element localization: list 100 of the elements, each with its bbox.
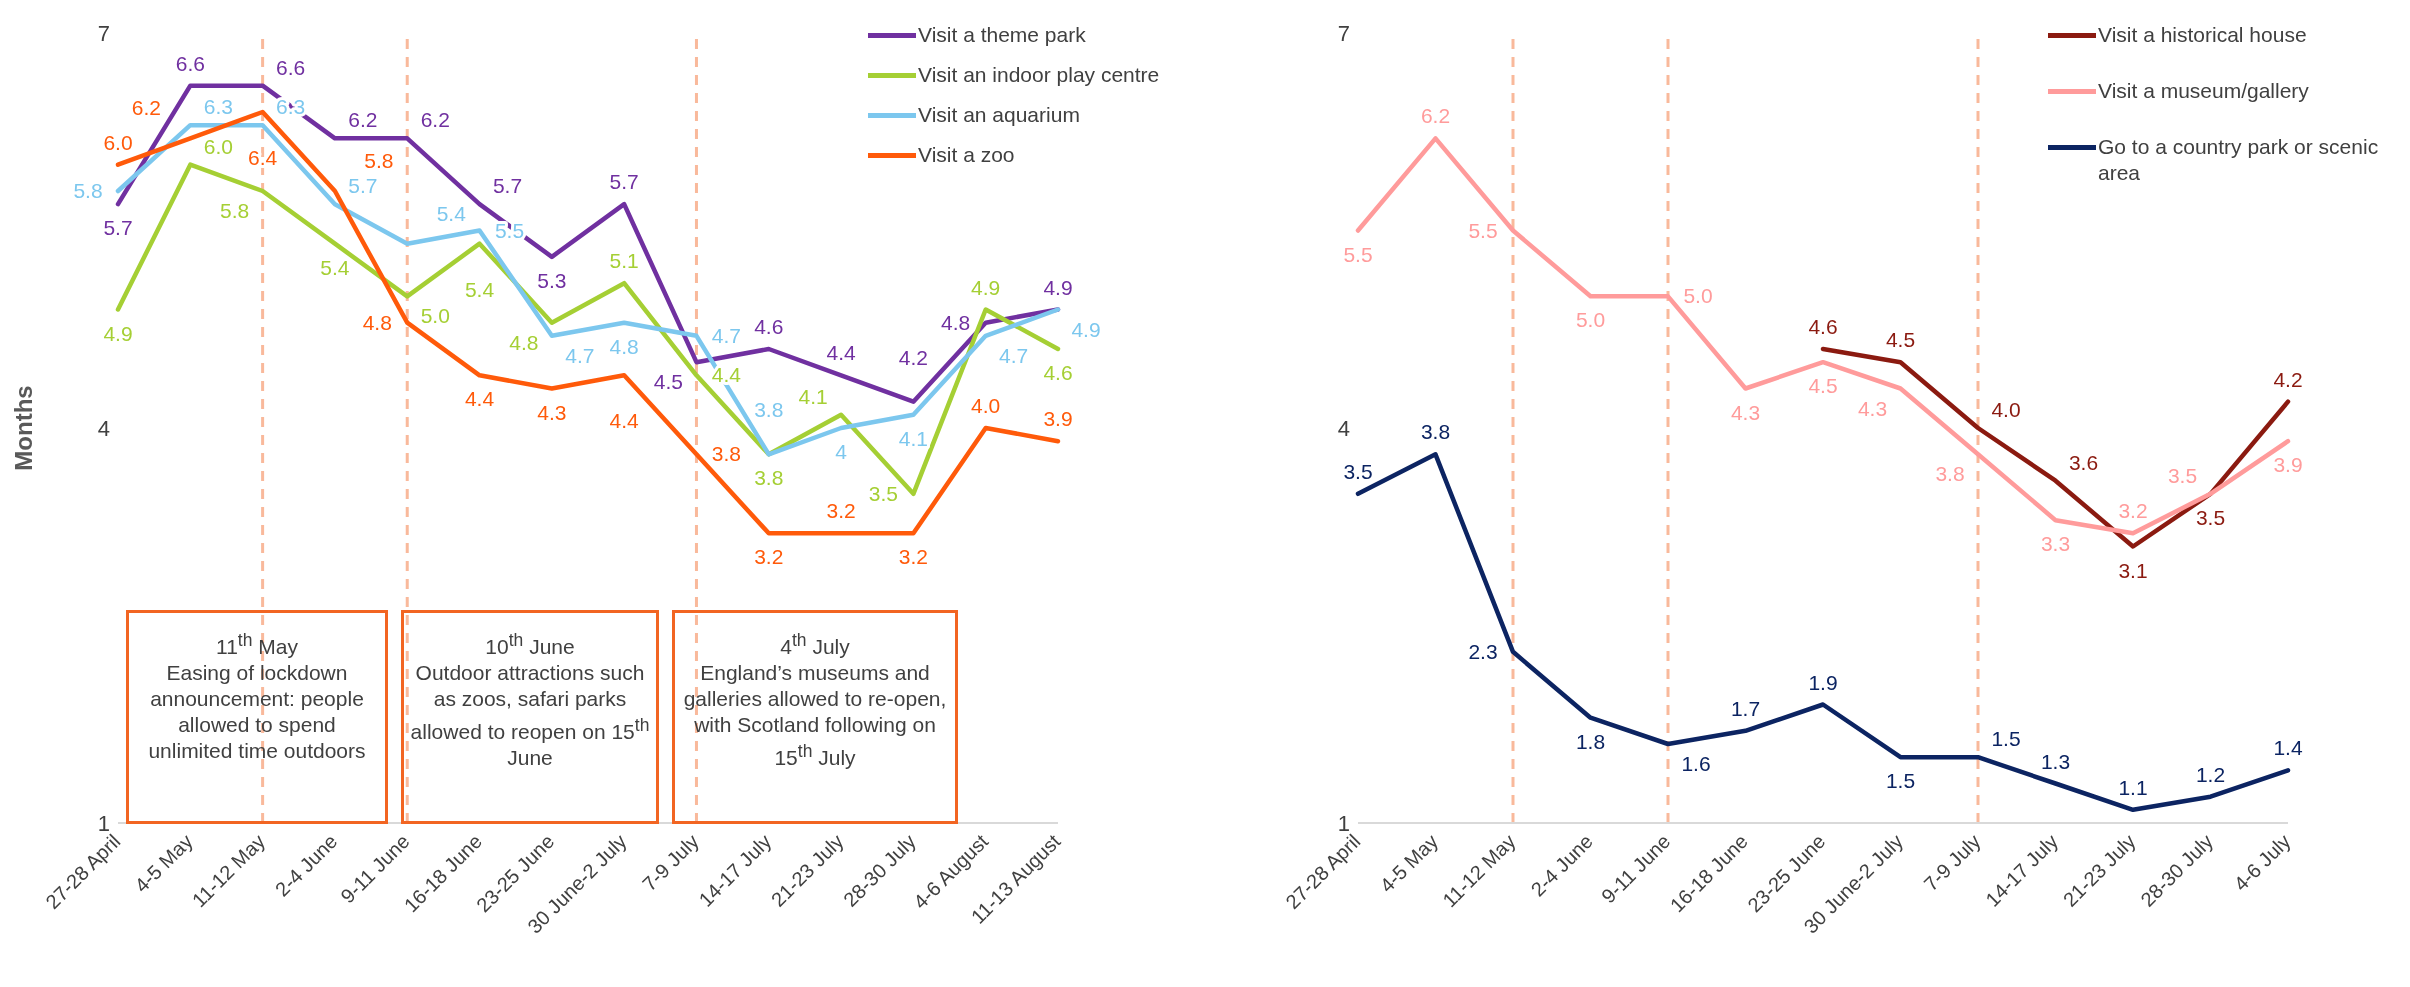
data-label: 6.0 — [203, 134, 233, 158]
data-label: 4.7 — [711, 323, 742, 347]
data-label: 4.9 — [1043, 275, 1073, 299]
data-label: 5.8 — [73, 179, 103, 202]
data-label: 3.8 — [1420, 420, 1451, 444]
note-box: 11$^{th}$ May Easing of lockdown announcement: people allowed to spend unlimited time outdoors — [126, 610, 388, 824]
data-label: 5.3 — [537, 268, 567, 292]
data-label: 4.9 — [971, 275, 1001, 299]
data-label: 1.7 — [1730, 696, 1761, 720]
data-label: 4.3 — [1857, 396, 1888, 420]
data-label: 6.2 — [348, 108, 378, 132]
data-label: 4.4 — [826, 341, 856, 365]
data-label: 1.6 — [1681, 752, 1711, 775]
data-label: 3.9 — [1043, 407, 1073, 431]
data-label: 5.0 — [420, 304, 450, 328]
note-box: 4$^{th}$ July England’s museums and galleries allowed to re-open, with Scotland following on 15$^{th}$ July — [672, 610, 958, 824]
legend-label: Visit an indoor play centre — [918, 62, 1160, 88]
data-label: 4.9 — [103, 321, 133, 345]
data-label: 3.2 — [754, 545, 784, 569]
data-label: 3.2 — [2118, 499, 2148, 523]
data-label: 3.2 — [826, 499, 856, 523]
data-label: 3.8 — [754, 466, 784, 490]
data-label: 6.6 — [175, 51, 205, 75]
data-label: 5.4 — [464, 277, 495, 301]
data-label: 4.1 — [898, 426, 928, 450]
data-label: 3.5 — [1343, 459, 1373, 483]
data-label: 3.3 — [2040, 532, 2071, 556]
data-label: 4.5 — [653, 370, 684, 394]
data-label: 5.0 — [1575, 308, 1606, 332]
data-label: 4.7 — [565, 343, 595, 367]
legend-label: Visit a historical house — [2098, 22, 2307, 48]
data-label: 3.5 — [2195, 505, 2226, 529]
data-label: 5.0 — [1683, 284, 1713, 308]
data-label: 1.9 — [1808, 670, 1838, 694]
data-label: 3.8 — [754, 398, 784, 422]
y-tick-label: 7 — [1337, 20, 1350, 46]
data-label: 5.5 — [1343, 242, 1373, 266]
data-label: 3.8 — [1935, 462, 1965, 486]
data-label: 1.8 — [1575, 729, 1606, 753]
data-label: 3.2 — [898, 545, 928, 569]
data-label: 4.4 — [464, 387, 495, 411]
data-label: 3.8 — [711, 442, 742, 466]
data-label: 1.2 — [2195, 762, 2226, 786]
data-label: 4.3 — [1730, 400, 1761, 424]
data-label: 6.2 — [420, 108, 450, 132]
data-label: 1.4 — [2273, 736, 2303, 760]
data-label: 5.1 — [609, 249, 639, 273]
data-label: 4.2 — [2273, 367, 2303, 391]
data-label: 5.7 — [348, 174, 378, 198]
data-label: 5.7 — [103, 216, 133, 240]
data-label: 4.0 — [971, 394, 1001, 417]
y-axis-title: Months — [9, 385, 37, 471]
data-label: 1.5 — [1885, 769, 1916, 793]
data-label: 6.2 — [131, 96, 161, 120]
data-label: 6.4 — [248, 146, 278, 169]
y-tick-label: 4 — [1337, 415, 1350, 441]
data-label: 4 — [835, 440, 848, 463]
data-label: 4.4 — [609, 409, 640, 433]
y-tick-label: 7 — [97, 20, 110, 46]
data-label: 5.5 — [1468, 218, 1498, 242]
y-tick-label: 4 — [97, 415, 110, 441]
note-box: 10$^{th}$ June Outdoor attractions such as zoos, safari parks allowed to reopen on 15$^{th}$ June — [401, 610, 659, 824]
data-label: 4.8 — [509, 330, 539, 354]
y-tick-label: 1 — [1337, 810, 1350, 836]
x-tick-label: 4-5 May — [1375, 830, 1443, 897]
data-label: 4.6 — [1808, 315, 1838, 338]
data-label: 4.5 — [1808, 374, 1838, 398]
data-label: 3.6 — [2068, 450, 2099, 474]
data-label: 2.3 — [1468, 639, 1498, 663]
data-label: 4.6 — [754, 315, 784, 338]
data-label: 4.5 — [1885, 328, 1916, 352]
data-label: 3.1 — [2118, 558, 2148, 582]
legend-label: Go to a country park or scenic area — [2098, 134, 2380, 186]
legend-label: Visit a museum/gallery — [2098, 78, 2309, 104]
data-label: 4.1 — [798, 384, 828, 408]
legend-label: Visit an aquarium — [918, 102, 1080, 128]
data-label: 4.3 — [537, 400, 567, 424]
data-label: 3.9 — [2273, 453, 2303, 477]
data-label: 5.8 — [220, 199, 250, 222]
data-label: 4.8 — [609, 334, 639, 358]
data-label: 4.8 — [362, 310, 392, 334]
x-tick-label: 4-6 July — [2229, 830, 2295, 896]
data-label: 5.4 — [320, 255, 350, 279]
data-label: 1.5 — [1991, 727, 2021, 751]
data-label: 6.0 — [103, 130, 133, 154]
data-label: 5.8 — [364, 149, 394, 172]
data-label: 5.7 — [609, 170, 639, 194]
legend-label: Visit a zoo — [918, 142, 1015, 168]
data-label: 6.3 — [203, 95, 233, 119]
data-label: 3.5 — [2167, 463, 2198, 487]
data-label: 5.7 — [492, 174, 523, 198]
data-label: 4.0 — [1991, 398, 2021, 421]
legend-label: Visit a theme park — [918, 22, 1086, 48]
data-label: 5.4 — [436, 201, 467, 225]
x-tick-label: 7-9 July — [1919, 830, 1985, 896]
data-label: 6.2 — [1420, 104, 1451, 128]
data-label: 4.2 — [898, 345, 928, 369]
data-label: 1.3 — [2040, 749, 2071, 773]
data-label: 1.1 — [2118, 775, 2148, 799]
data-label: 4.8 — [941, 310, 971, 334]
